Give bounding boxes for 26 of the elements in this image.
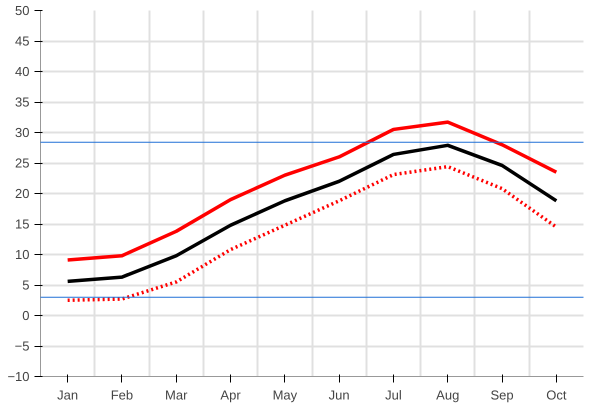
y-tick-label: 45 — [15, 34, 30, 48]
line-series — [66, 144, 558, 284]
x-tick-label: May — [272, 388, 298, 402]
x-tick-label: Jul — [385, 388, 402, 402]
y-tick-label: 25 — [15, 156, 30, 170]
x-tick-label: Sep — [490, 388, 514, 402]
x-tick-label: Oct — [546, 388, 567, 402]
y-tick-label: 5 — [22, 278, 30, 292]
x-tick-label: Aug — [436, 388, 460, 402]
x-tick-label: Feb — [110, 388, 134, 402]
x-tick-label: Jan — [57, 388, 78, 402]
y-tick-label: −10 — [7, 369, 30, 384]
line-series — [66, 164, 558, 302]
y-tick-label: 40 — [15, 64, 30, 79]
y-tick-label: 15 — [15, 216, 30, 232]
y-tick-label: 35 — [15, 94, 30, 110]
y-tick-label: 0 — [22, 308, 30, 323]
y-tick-label: 50 — [15, 3, 30, 18]
y-tick-label: 10 — [15, 247, 30, 262]
line-series — [66, 120, 558, 262]
y-tick-label: −5 — [14, 338, 30, 354]
x-tick-label: Apr — [220, 388, 242, 402]
y-tick-label: 20 — [15, 186, 30, 201]
y-tick-label: 30 — [15, 125, 30, 140]
x-tick-label: Jun — [328, 388, 350, 402]
x-tick-label: Mar — [165, 388, 188, 402]
